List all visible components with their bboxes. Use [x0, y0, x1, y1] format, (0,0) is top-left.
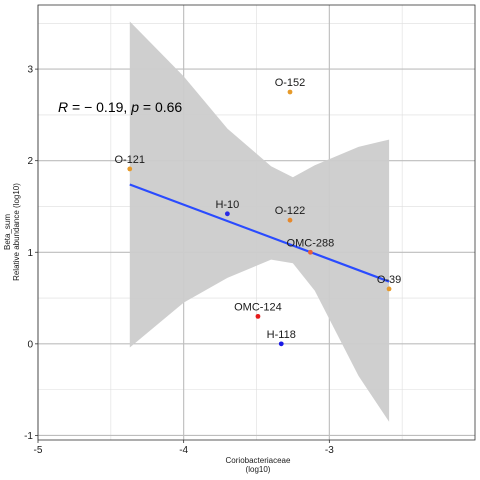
panel-border [37, 4, 476, 441]
y-axis-ticks: -1 0 1 2 3 [24, 65, 38, 442]
x-axis-title-line2: (log10) [246, 465, 271, 474]
p-value: = 0.66 [139, 99, 182, 115]
point-label: O-39 [377, 274, 401, 286]
data-points-group [127, 89, 392, 347]
x-axis-title-line1: Coriobacteriaceae [226, 456, 291, 465]
y-tick-label: 0 [27, 339, 33, 350]
x-tick-label: -5 [34, 445, 43, 456]
point-label: H-118 [267, 329, 296, 341]
data-point [255, 313, 261, 319]
data-point [287, 89, 293, 95]
point-label: OMC-124 [234, 301, 282, 313]
x-tick-label: -4 [179, 445, 188, 456]
confidence-band-group [129, 21, 390, 422]
y-axis-title-line1: Beta_sum [3, 214, 12, 250]
regression-line-group [129, 183, 390, 283]
x-axis-ticks: -5 -4 -3 [34, 440, 334, 456]
data-point [307, 249, 313, 255]
point-labels-group: O-152 O-121 H-10 O-122 OMC-288 O-39 OMC-124 H-1… [114, 77, 401, 341]
data-point [386, 286, 392, 292]
point-label: O-152 [275, 77, 306, 89]
x-tick-label: -3 [325, 445, 334, 456]
confidence-band [129, 21, 390, 422]
y-axis-title-line2: Relative abundance (log10) [12, 183, 21, 281]
data-point [287, 217, 293, 223]
point-label: H-10 [215, 199, 239, 211]
point-label: O-122 [275, 205, 306, 217]
p-symbol: p [130, 99, 139, 115]
r-symbol: R [58, 99, 68, 115]
y-tick-label: 1 [27, 248, 33, 259]
r-value: = − 0.19, [68, 99, 131, 115]
data-point [127, 166, 133, 172]
y-tick-label: 3 [27, 65, 33, 76]
correlation-annotation: R = − 0.19, p = 0.66 [58, 99, 182, 115]
regression-line [129, 183, 390, 283]
y-tick-label: 2 [27, 156, 33, 167]
data-point [278, 341, 284, 347]
data-point [224, 211, 230, 217]
point-label: OMC-288 [287, 237, 335, 249]
y-tick-label: -1 [24, 431, 33, 442]
point-label: O-121 [114, 154, 145, 166]
